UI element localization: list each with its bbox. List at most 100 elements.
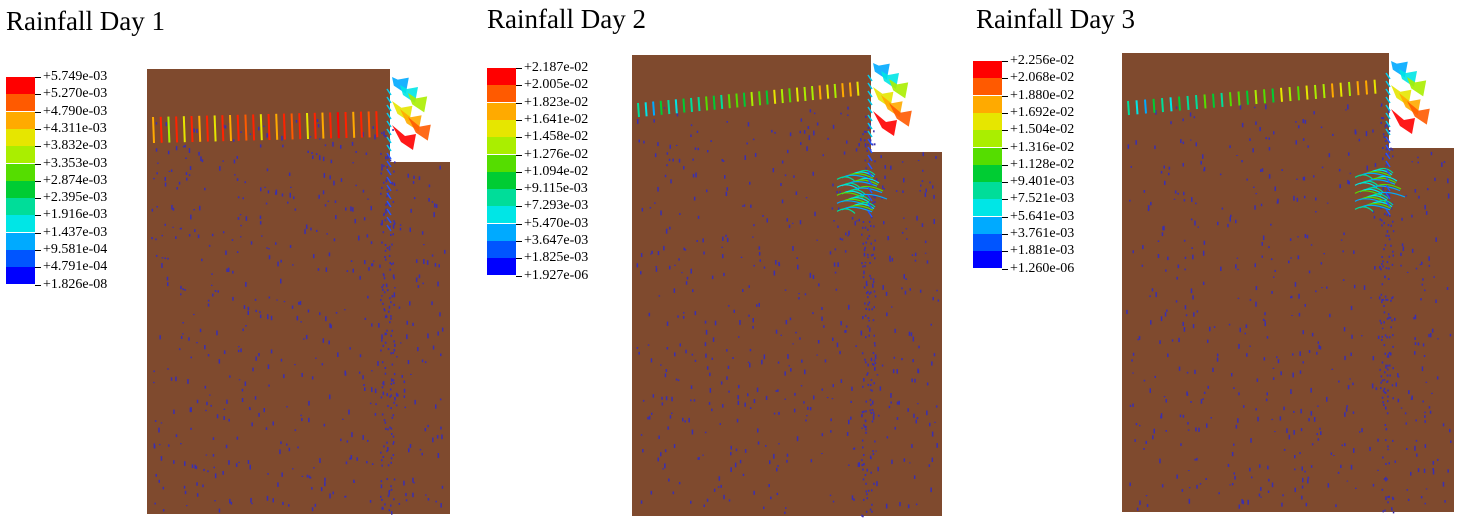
slope-seepage	[1385, 184, 1391, 192]
slope-seepage	[1385, 144, 1391, 152]
slope-seepage	[867, 162, 873, 170]
legend-label: +2.395e-03	[43, 190, 108, 206]
slope-seepage	[386, 168, 392, 176]
legend-swatch	[487, 102, 516, 120]
flow-vector	[336, 112, 340, 139]
flow-vector	[1254, 89, 1258, 105]
legend-swatch	[6, 215, 35, 233]
flow-vector	[236, 114, 240, 141]
flow-vector	[1203, 94, 1207, 109]
flow-vector	[1314, 84, 1317, 99]
flow-vectors	[1127, 61, 1430, 216]
legend-swatch	[6, 111, 35, 129]
flow-vector	[1186, 95, 1190, 110]
legend-label: +1.276e-02	[524, 146, 589, 162]
flow-vector	[1220, 92, 1224, 107]
flow-vector	[712, 95, 716, 110]
legend-tick	[1002, 147, 1008, 149]
legend-swatch	[973, 164, 1002, 182]
legend-swatch	[6, 77, 35, 94]
slope-seepage	[1385, 200, 1391, 208]
flow-vector	[344, 111, 348, 139]
flow-vector	[1263, 89, 1266, 104]
slope-seepage	[867, 146, 873, 154]
legend-swatch	[6, 267, 35, 285]
flow-vector	[818, 85, 822, 100]
legend-tick	[35, 77, 41, 78]
flow-vector	[1169, 97, 1173, 112]
legend-label: +1.437e-03	[43, 224, 108, 240]
slope-seepage	[1385, 88, 1391, 96]
legend-tick	[1002, 251, 1008, 253]
legend-tick	[35, 128, 41, 130]
legend-tick	[516, 258, 522, 260]
legend-label: +7.293e-03	[524, 198, 589, 214]
legend-swatch	[487, 119, 516, 137]
legend-swatch	[487, 189, 516, 207]
legend-tick	[516, 154, 522, 156]
legend-swatch	[973, 95, 1002, 113]
flow-vector	[1373, 79, 1377, 94]
seepage-vector	[1354, 206, 1374, 212]
legend-swatch	[6, 163, 35, 181]
flow-vector	[167, 116, 171, 143]
flow-vector	[244, 114, 248, 141]
flow-vector	[306, 112, 309, 140]
flow-vector	[205, 115, 209, 142]
legend-tick	[516, 241, 522, 242]
legend-label: +5.470e-03	[524, 215, 589, 231]
soil-block	[147, 69, 450, 514]
flow-vector	[1212, 93, 1215, 108]
legend-label: +1.316e-02	[1010, 139, 1075, 155]
slope-seepage	[1385, 104, 1391, 112]
slope-seepage	[386, 120, 392, 128]
legend-label: +5.270e-03	[43, 86, 108, 102]
flow-vector	[1161, 98, 1164, 113]
runoff-arrow	[408, 117, 431, 141]
slope-seepage	[386, 216, 392, 224]
slope-seepage	[867, 82, 873, 90]
flow-vector	[667, 100, 671, 115]
slope-seepage	[1385, 128, 1391, 136]
legend-tick	[1002, 61, 1008, 62]
legend-swatch	[487, 223, 516, 241]
runoff-arrow	[408, 93, 428, 113]
runoff-arrow	[1391, 109, 1415, 134]
flow-vector	[1229, 92, 1232, 107]
flow-vector	[652, 101, 656, 116]
flow-vector	[190, 115, 194, 143]
legend-swatch	[487, 206, 516, 224]
slope-seepage	[386, 176, 392, 184]
flow-vector	[367, 111, 371, 138]
flow-vector	[795, 87, 799, 102]
flow-vector	[690, 97, 693, 112]
legend-tick	[35, 94, 41, 96]
slope-seepage	[1385, 72, 1391, 80]
legend-label: +7.521e-03	[1010, 191, 1075, 207]
legend-tick	[35, 146, 41, 148]
legend-tick	[35, 250, 41, 251]
legend-tick	[35, 284, 41, 286]
legend-swatch	[973, 216, 1002, 234]
flow-vector	[803, 86, 807, 101]
legend-label: +2.187e-02	[524, 60, 589, 75]
flow-vector	[1356, 81, 1360, 96]
slope-seepage	[867, 122, 873, 130]
seepage-vector	[836, 208, 856, 214]
flow-vector	[1322, 84, 1326, 99]
slope-seepage	[386, 200, 392, 208]
flow-vector	[1271, 88, 1275, 103]
legend-swatch	[973, 182, 1002, 200]
slope-seepage	[386, 144, 392, 152]
legend-tick	[1002, 216, 1008, 218]
flow-vector	[644, 102, 648, 117]
flow-vector	[1331, 83, 1334, 98]
panel-title: Rainfall Day 2	[487, 4, 646, 34]
slope-seepage	[386, 160, 392, 168]
flow-vector	[1135, 100, 1139, 115]
flow-vector	[720, 94, 724, 109]
flow-vector	[659, 100, 663, 115]
flow-vector	[811, 86, 814, 101]
